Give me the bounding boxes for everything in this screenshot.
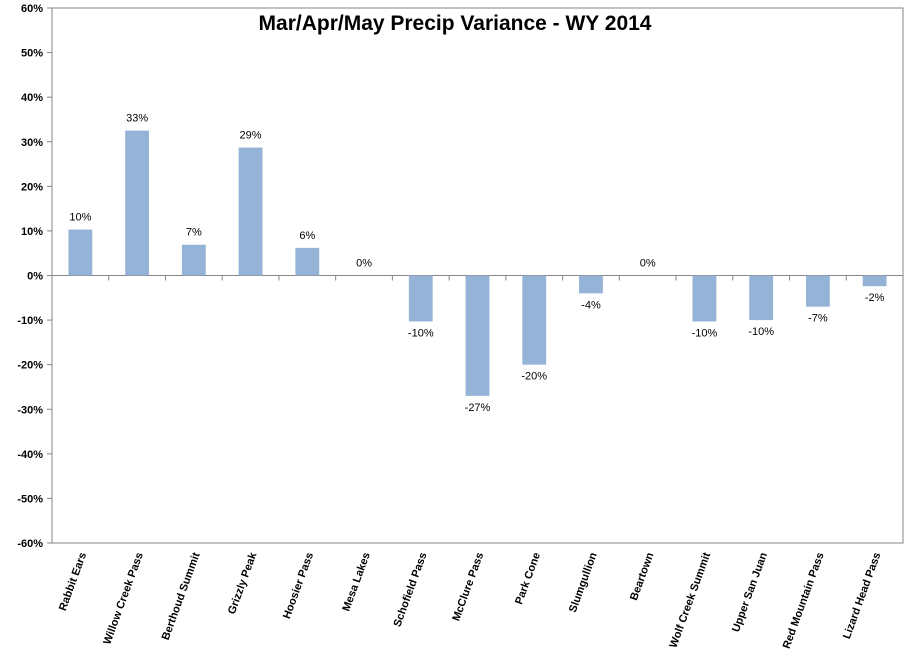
category-label: Wolf Creek Summit bbox=[668, 551, 714, 650]
data-label: -10% bbox=[748, 326, 774, 338]
y-tick-label: 50% bbox=[21, 48, 43, 60]
category-label: Red Mountain Pass bbox=[781, 551, 827, 650]
bar bbox=[862, 275, 887, 287]
data-label: 7% bbox=[186, 227, 202, 239]
category-label: Grizzly Peak bbox=[226, 550, 260, 616]
y-tick-label: 20% bbox=[21, 181, 43, 193]
bar bbox=[125, 130, 150, 276]
y-tick-label: -10% bbox=[17, 315, 43, 327]
y-tick-label: -50% bbox=[17, 493, 43, 505]
chart-title: Mar/Apr/May Precip Variance - WY 2014 bbox=[258, 12, 652, 35]
data-label: 6% bbox=[299, 230, 315, 242]
data-label: 33% bbox=[126, 113, 148, 125]
bar bbox=[408, 275, 433, 322]
bar bbox=[579, 275, 603, 294]
data-label: -20% bbox=[521, 371, 547, 383]
y-tick-label: 30% bbox=[21, 137, 43, 149]
bar bbox=[522, 275, 547, 365]
data-label: 10% bbox=[69, 212, 91, 224]
category-label: Upper San Juan bbox=[730, 551, 770, 634]
category-label: Slumgullion bbox=[567, 551, 600, 615]
y-tick-label: -60% bbox=[17, 538, 43, 550]
bar bbox=[692, 275, 717, 322]
category-label: Park Cone bbox=[513, 551, 543, 606]
data-label: -27% bbox=[465, 402, 491, 414]
bar bbox=[238, 147, 263, 276]
data-label: 0% bbox=[356, 258, 372, 270]
bar bbox=[181, 244, 206, 276]
bar bbox=[465, 275, 490, 396]
data-label: -2% bbox=[865, 292, 885, 304]
y-tick-label: -30% bbox=[17, 404, 43, 416]
category-label: Schofield Pass bbox=[392, 551, 430, 629]
y-tick-label: -40% bbox=[17, 449, 43, 461]
y-tick-label: 0% bbox=[27, 271, 43, 283]
y-tick-label: 40% bbox=[21, 92, 43, 104]
y-tick-label: 10% bbox=[21, 226, 43, 238]
category-label: Hoosier Pass bbox=[281, 551, 316, 621]
bar bbox=[749, 275, 774, 321]
category-label: Mesa Lakes bbox=[340, 551, 372, 613]
data-label: -10% bbox=[408, 327, 434, 339]
category-label: Willow Creek Pass bbox=[101, 551, 145, 646]
y-tick-label: -20% bbox=[17, 360, 43, 372]
bar bbox=[68, 229, 93, 276]
category-label: Lizard Head Pass bbox=[841, 551, 883, 641]
data-label: -4% bbox=[581, 299, 601, 311]
bar bbox=[805, 275, 830, 307]
bar bbox=[295, 247, 320, 276]
data-label: -7% bbox=[808, 313, 828, 325]
data-label: 29% bbox=[240, 130, 262, 142]
y-tick-label: 60% bbox=[21, 3, 43, 15]
category-label: Berthoud Summit bbox=[160, 551, 203, 642]
data-label: 0% bbox=[640, 258, 656, 270]
category-label: McClure Pass bbox=[450, 551, 486, 623]
category-label: Beartown bbox=[628, 551, 657, 602]
category-label: Rabbit Ears bbox=[57, 551, 89, 613]
data-label: -10% bbox=[692, 327, 718, 339]
